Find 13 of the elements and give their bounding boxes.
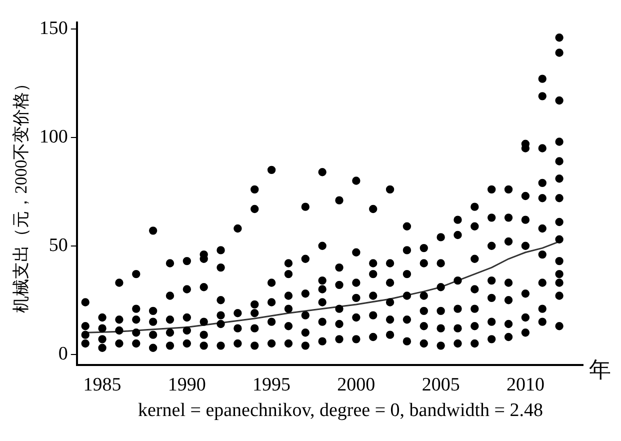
y-axis-title: 机械支出（元，2000不变价格） xyxy=(12,74,31,313)
y-tick-label: 150 xyxy=(39,18,68,39)
x-tick-label: 2005 xyxy=(422,374,460,396)
x-tick-label: 2010 xyxy=(506,374,544,396)
x-tick-label: 1985 xyxy=(83,374,122,396)
y-tick-label: 50 xyxy=(48,234,68,256)
text: kernel = epanechnikov, degree = 0, bandwidth = 2.48 xyxy=(137,400,544,422)
y-tick-label: 0 xyxy=(58,343,68,364)
x-tick-label: 1995 xyxy=(252,374,291,396)
x-tick-label: 1990 xyxy=(168,374,206,396)
x-tick-label: 2000 xyxy=(337,374,376,396)
x-axis-title: 年 xyxy=(589,356,611,382)
y-tick-label: 100 xyxy=(39,126,68,148)
